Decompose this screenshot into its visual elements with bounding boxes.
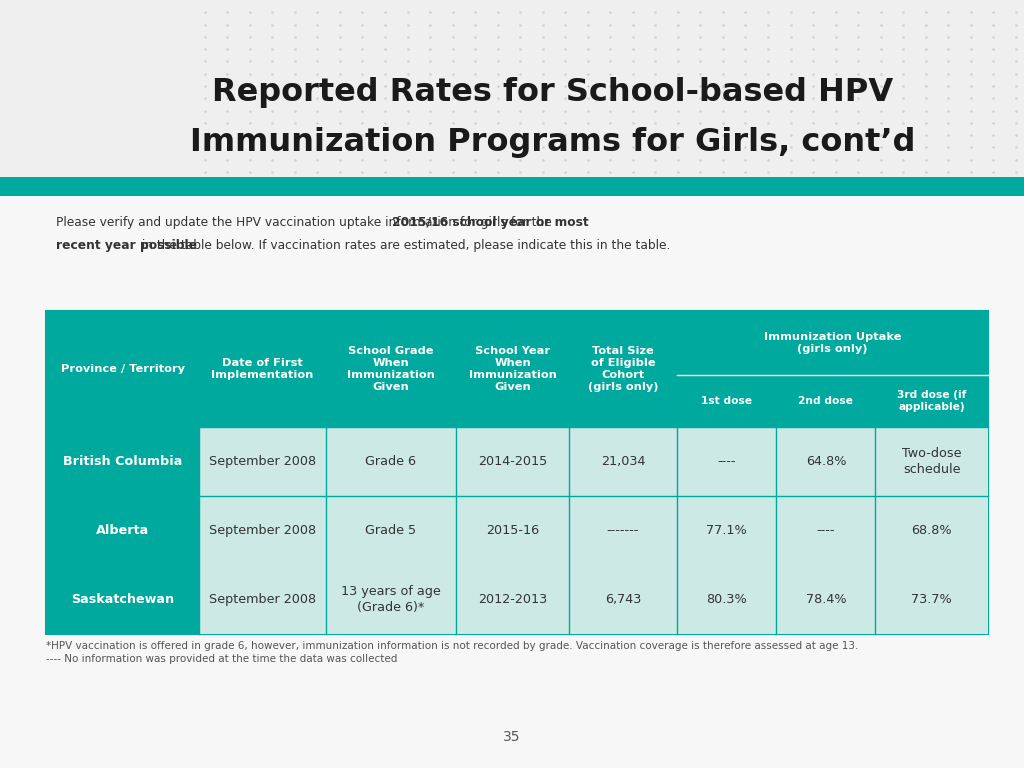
Text: School Year
When
Immunization
Given: School Year When Immunization Given (469, 346, 557, 392)
Text: Two-dose
schedule: Two-dose schedule (902, 447, 962, 476)
Text: School Grade
When
Immunization
Given: School Grade When Immunization Given (347, 346, 435, 392)
Bar (46, 311, 988, 427)
Text: 73.7%: 73.7% (911, 593, 952, 606)
Text: ---- No information was provided at the time the data was collected: ---- No information was provided at the … (46, 654, 397, 664)
Text: 68.8%: 68.8% (911, 524, 952, 537)
Text: Alberta: Alberta (96, 524, 150, 537)
Text: 77.1%: 77.1% (707, 524, 748, 537)
Text: Immunization Programs for Girls, cont’d: Immunization Programs for Girls, cont’d (190, 127, 915, 157)
Bar (0, 0, 1024, 192)
Bar (46, 496, 200, 564)
Bar (200, 496, 988, 564)
Text: in the table below. If vaccination rates are estimated, please indicate this in : in the table below. If vaccination rates… (138, 240, 671, 252)
Text: British Columbia: British Columbia (63, 455, 182, 468)
Text: September 2008: September 2008 (209, 593, 316, 606)
Text: 21,034: 21,034 (601, 455, 645, 468)
Text: Please verify and update the HPV vaccination uptake information for girls for th: Please verify and update the HPV vaccina… (56, 217, 556, 229)
Text: 1st dose: 1st dose (701, 396, 753, 406)
Text: September 2008: September 2008 (209, 524, 316, 537)
Text: *HPV vaccination is offered in grade 6, however, immunization information is not: *HPV vaccination is offered in grade 6, … (46, 641, 858, 651)
Text: 2014-2015: 2014-2015 (478, 455, 547, 468)
Text: 3rd dose (if
applicable): 3rd dose (if applicable) (897, 390, 967, 412)
Text: -------: ------- (607, 524, 639, 537)
Bar (46, 564, 200, 634)
Text: 78.4%: 78.4% (806, 593, 846, 606)
Text: September 2008: September 2008 (209, 455, 316, 468)
Text: Grade 5: Grade 5 (366, 524, 417, 537)
Text: 2nd dose: 2nd dose (799, 396, 853, 406)
Text: Saskatchewan: Saskatchewan (71, 593, 174, 606)
Text: Reported Rates for School-based HPV: Reported Rates for School-based HPV (212, 77, 894, 108)
Text: ----: ---- (718, 455, 736, 468)
Text: 2015-16: 2015-16 (486, 524, 540, 537)
Text: 2015/16 school year or most: 2015/16 school year or most (392, 217, 589, 229)
Text: Grade 6: Grade 6 (366, 455, 417, 468)
Bar (0, 177, 1024, 196)
Text: 64.8%: 64.8% (806, 455, 846, 468)
Text: 6,743: 6,743 (605, 593, 641, 606)
Text: Date of First
Implementation: Date of First Implementation (211, 358, 313, 380)
Bar (46, 427, 200, 496)
Text: recent year possible: recent year possible (56, 240, 198, 252)
Text: Province / Territory: Province / Territory (60, 364, 184, 374)
Bar (46, 311, 988, 634)
Text: 13 years of age
(Grade 6)*: 13 years of age (Grade 6)* (341, 584, 440, 614)
Text: ----: ---- (816, 524, 836, 537)
Text: 2012-2013: 2012-2013 (478, 593, 547, 606)
Text: Total Size
of Eligible
Cohort
(girls only): Total Size of Eligible Cohort (girls onl… (588, 346, 658, 392)
Bar (200, 564, 988, 634)
Text: Immunization Uptake
(girls only): Immunization Uptake (girls only) (764, 332, 901, 354)
Bar (200, 427, 988, 496)
Text: 35: 35 (503, 730, 521, 744)
Text: 80.3%: 80.3% (707, 593, 748, 606)
